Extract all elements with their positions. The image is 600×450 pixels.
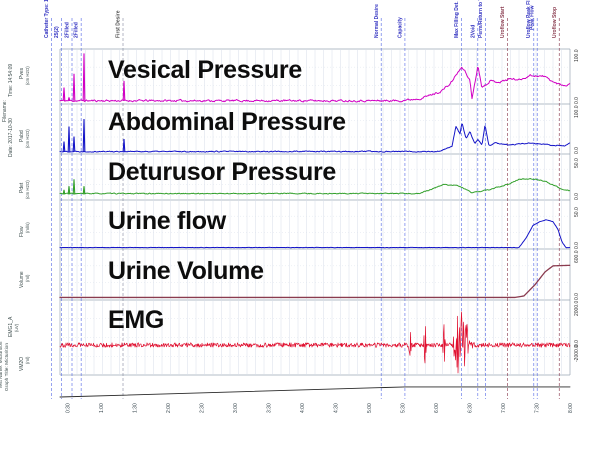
- svg-text:600.0: 600.0: [574, 250, 580, 263]
- svg-text:(ml): (ml): [25, 356, 30, 364]
- svg-text:0.0: 0.0: [574, 97, 580, 104]
- svg-text:0.0: 0.0: [574, 293, 580, 300]
- svg-text:0.0: 0.0: [574, 147, 580, 154]
- svg-text:25(2): 25(2): [54, 26, 60, 38]
- svg-text:8:00: 8:00: [568, 403, 574, 413]
- svg-text:0.0: 0.0: [574, 242, 580, 249]
- svg-text:4:30: 4:30: [334, 403, 340, 413]
- svg-text:2Filled: 2Filled: [65, 22, 71, 38]
- svg-text:1:30: 1:30: [133, 403, 139, 413]
- svg-text:7:30: 7:30: [535, 403, 541, 413]
- svg-text:Peak Flow: Peak Flow: [530, 5, 536, 30]
- svg-text:2Filled: 2Filled: [74, 22, 80, 38]
- svg-text:1:00: 1:00: [99, 403, 105, 413]
- svg-text:4:00: 4:00: [300, 403, 306, 413]
- svg-text:Graph Title: Micturition: Graph Title: Micturition: [4, 343, 10, 391]
- svg-text:2:30: 2:30: [200, 403, 206, 413]
- svg-text:(uV): (uV): [14, 323, 19, 332]
- svg-text:Catheter Type: 1: Catheter Type: 1: [44, 0, 50, 38]
- svg-text:6:00: 6:00: [434, 403, 440, 413]
- svg-text:Date: 2017-10-30: Date: 2017-10-30: [8, 118, 14, 157]
- svg-text:First Desire: First Desire: [116, 10, 122, 38]
- svg-text:-2000.0: -2000.0: [574, 345, 580, 362]
- svg-text:100.0: 100.0: [574, 105, 580, 118]
- svg-text:(cm H2O): (cm H2O): [25, 129, 30, 148]
- svg-text:Uroflow Stop: Uroflow Stop: [552, 7, 558, 38]
- svg-text:7:00: 7:00: [501, 403, 507, 413]
- svg-text:Test Name: Micturition: Test Name: Micturition: [0, 341, 4, 389]
- svg-text:(ml): (ml): [25, 274, 30, 282]
- svg-text:0.0: 0.0: [574, 193, 580, 200]
- svg-text:Max Filling Det.: Max Filling Det.: [454, 1, 460, 38]
- svg-text:Capacity: Capacity: [397, 17, 403, 38]
- svg-text:(cm H2O): (cm H2O): [25, 66, 30, 85]
- svg-text:Perm/Return to V.: Perm/Return to V.: [478, 0, 484, 38]
- svg-text:100.0: 100.0: [574, 49, 580, 62]
- svg-text:2Void: 2Void: [470, 25, 476, 38]
- svg-text:0:30: 0:30: [66, 403, 72, 413]
- svg-text:Normal Desire: Normal Desire: [374, 4, 380, 38]
- svg-text:(cm H2O): (cm H2O): [25, 180, 30, 199]
- svg-text:(ml/s): (ml/s): [25, 222, 30, 233]
- svg-text:5:00: 5:00: [367, 403, 373, 413]
- svg-text:6:30: 6:30: [468, 403, 474, 413]
- svg-text:50.0: 50.0: [574, 207, 580, 217]
- svg-text:2:00: 2:00: [166, 403, 172, 413]
- svg-text:5:30: 5:30: [401, 403, 407, 413]
- svg-text:2000.0: 2000.0: [574, 300, 580, 316]
- svg-text:3:00: 3:00: [233, 403, 239, 413]
- svg-text:Uroflow Start: Uroflow Start: [500, 6, 506, 38]
- svg-text:50.0: 50.0: [574, 158, 580, 168]
- svg-text:Time: 14:54:09: Time: 14:54:09: [8, 64, 14, 97]
- svg-text:3:30: 3:30: [267, 403, 273, 413]
